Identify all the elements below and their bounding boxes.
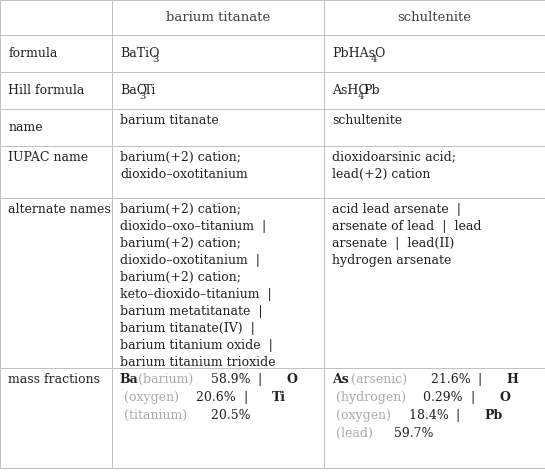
Text: mass fractions: mass fractions	[8, 373, 100, 385]
Text: |: |	[449, 409, 469, 422]
Text: (hydrogen): (hydrogen)	[332, 391, 410, 404]
Text: dioxidoarsinic acid;
lead(+2) cation: dioxidoarsinic acid; lead(+2) cation	[332, 151, 457, 181]
Text: (oxygen): (oxygen)	[332, 409, 396, 422]
Text: IUPAC name: IUPAC name	[8, 151, 88, 164]
Text: PbHAsO: PbHAsO	[332, 47, 386, 60]
Text: schultenite: schultenite	[332, 114, 403, 127]
Text: 58.9%: 58.9%	[207, 373, 251, 385]
Text: barium(+2) cation;
dioxido–oxo–titanium  |
barium(+2) cation;
dioxido–oxotitaniu: barium(+2) cation; dioxido–oxo–titanium …	[120, 203, 276, 369]
Text: BaO: BaO	[120, 84, 147, 97]
Text: BaTiO: BaTiO	[120, 47, 159, 60]
Text: AsHO: AsHO	[332, 84, 369, 97]
Text: 3: 3	[152, 55, 158, 64]
Text: |: |	[250, 373, 271, 385]
Text: 20.5%: 20.5%	[207, 409, 251, 422]
Text: schultenite: schultenite	[398, 11, 471, 24]
Text: 59.7%: 59.7%	[390, 427, 434, 440]
Text: 18.4%: 18.4%	[405, 409, 449, 422]
Text: alternate names: alternate names	[8, 203, 111, 216]
Text: |: |	[236, 391, 256, 404]
Text: barium titanate: barium titanate	[120, 114, 219, 127]
Text: (arsenic): (arsenic)	[347, 373, 411, 385]
Text: |: |	[463, 391, 483, 404]
Text: barium(+2) cation;
dioxido–oxotitanium: barium(+2) cation; dioxido–oxotitanium	[120, 151, 247, 181]
Text: As: As	[332, 373, 349, 385]
Text: |: |	[470, 373, 490, 385]
Text: 3: 3	[139, 92, 146, 101]
Text: 21.6%: 21.6%	[427, 373, 470, 385]
Text: (titanium): (titanium)	[120, 409, 191, 422]
Text: O: O	[499, 391, 510, 404]
Text: O: O	[287, 373, 298, 385]
Text: Pb: Pb	[485, 409, 503, 422]
Text: 4: 4	[371, 55, 377, 64]
Text: 4: 4	[358, 92, 365, 101]
Text: Hill formula: Hill formula	[8, 84, 84, 97]
Text: 0.29%: 0.29%	[420, 391, 463, 404]
Text: Ba: Ba	[120, 373, 138, 385]
Text: 20.6%: 20.6%	[192, 391, 236, 404]
Text: name: name	[8, 121, 43, 134]
Text: H: H	[506, 373, 518, 385]
Text: (lead): (lead)	[332, 427, 377, 440]
Text: Ti: Ti	[144, 84, 156, 97]
Text: Ti: Ti	[272, 391, 286, 404]
Text: (barium): (barium)	[135, 373, 198, 385]
Text: barium titanate: barium titanate	[166, 11, 270, 24]
Text: Pb: Pb	[363, 84, 380, 97]
Text: formula: formula	[8, 47, 58, 60]
Text: acid lead arsenate  |
arsenate of lead  |  lead
arsenate  |  lead(II)
hydrogen a: acid lead arsenate | arsenate of lead | …	[332, 203, 482, 267]
Text: (oxygen): (oxygen)	[120, 391, 183, 404]
